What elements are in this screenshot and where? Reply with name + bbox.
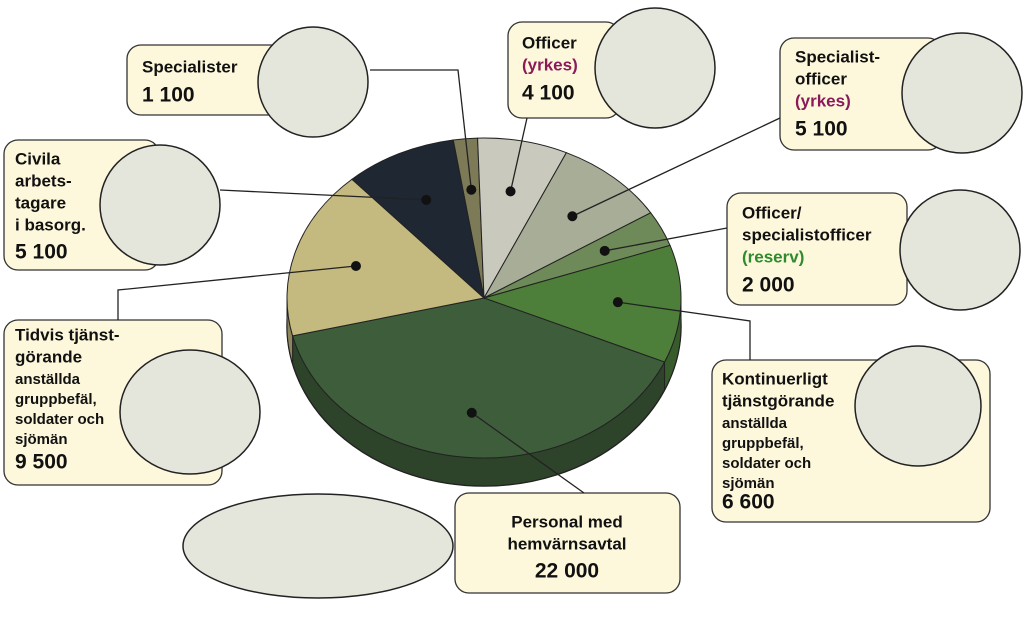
value-label: 2 000 — [742, 274, 795, 297]
category-label: Personal med — [511, 512, 623, 531]
category-label: tjänstgörande — [722, 391, 834, 410]
category-label: Kontinuerligt — [722, 369, 828, 388]
category-label: sjömän — [722, 475, 775, 492]
value-label: 5 100 — [795, 118, 848, 141]
category-label: gruppbefäl, — [722, 435, 804, 452]
leader-line — [219, 189, 427, 201]
illustration — [182, 493, 454, 599]
leader-line — [509, 117, 528, 192]
slice — [351, 139, 485, 300]
category-label: anställda — [15, 371, 81, 388]
category-label: anställda — [722, 415, 788, 432]
leader-dot — [466, 184, 477, 195]
category-label: specialistofficer — [742, 225, 872, 244]
label-box — [454, 492, 681, 594]
leader-dot — [599, 245, 610, 256]
category-label: Specialist- — [795, 47, 880, 66]
illustration — [899, 189, 1021, 311]
category-label: arbets- — [15, 171, 72, 190]
leader-line — [604, 227, 728, 252]
category-label: tagare — [15, 193, 66, 212]
slice — [286, 178, 486, 337]
value-label: 1 100 — [142, 84, 195, 107]
slice — [482, 152, 652, 300]
slice — [291, 297, 666, 459]
leader-line — [117, 265, 357, 320]
value-label: 22 000 — [535, 560, 599, 583]
leader-dot — [466, 407, 477, 418]
category-label: görande — [15, 347, 82, 366]
category-label: Tidvis tjänst- — [15, 325, 120, 344]
illustration — [854, 345, 982, 467]
leader-dot — [421, 194, 432, 205]
category-label: soldater och — [722, 455, 811, 472]
category-label: Specialister — [142, 57, 238, 76]
category-label: gruppbefäl, — [15, 391, 97, 408]
leader-line — [370, 69, 472, 190]
category-label: Officer/ — [742, 203, 802, 222]
illustration — [99, 144, 221, 266]
leader-dot — [505, 186, 516, 197]
category-label: Civila — [15, 149, 61, 168]
category-label: Officer — [522, 33, 577, 52]
leader-dot — [350, 260, 361, 271]
value-label: 5 100 — [15, 241, 68, 264]
illustration — [594, 7, 716, 129]
slice — [482, 244, 682, 363]
illustration — [901, 32, 1023, 154]
leader-dot — [612, 297, 623, 308]
category-label: (yrkes) — [522, 55, 578, 74]
category-label: i basorg. — [15, 215, 86, 234]
illustration — [257, 26, 369, 138]
category-label: (yrkes) — [795, 91, 851, 110]
category-label: officer — [795, 69, 847, 88]
illustration — [119, 349, 261, 475]
value-label: 6 600 — [722, 491, 775, 514]
category-label: sjömän — [15, 431, 68, 448]
leader-dot — [567, 211, 578, 222]
leader-line — [572, 117, 781, 217]
category-label: (reserv) — [742, 247, 804, 266]
leader-line — [471, 412, 585, 494]
category-label: soldater och — [15, 411, 104, 428]
leader-line — [617, 301, 751, 360]
category-label: hemvärnsavtal — [507, 534, 626, 553]
value-label: 4 100 — [522, 82, 575, 105]
value-label: 9 500 — [15, 451, 68, 474]
